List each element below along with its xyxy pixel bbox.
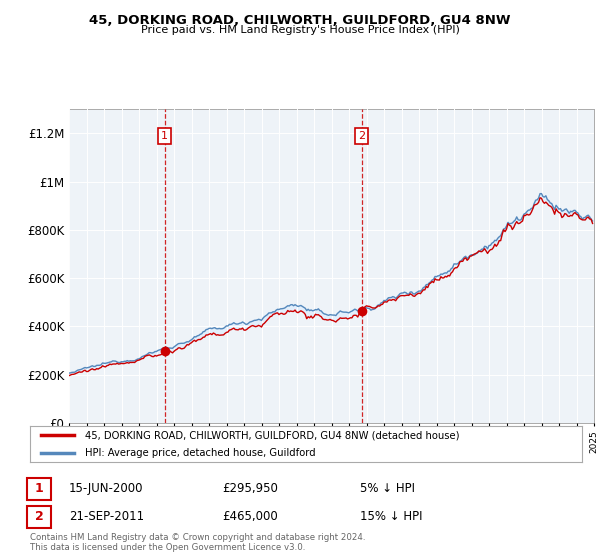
Text: £465,000: £465,000 [222,510,278,523]
Text: 5% ↓ HPI: 5% ↓ HPI [360,482,415,495]
Text: 45, DORKING ROAD, CHILWORTH, GUILDFORD, GU4 8NW: 45, DORKING ROAD, CHILWORTH, GUILDFORD, … [89,14,511,27]
Text: 1: 1 [35,482,43,495]
Text: HPI: Average price, detached house, Guildford: HPI: Average price, detached house, Guil… [85,448,316,458]
Text: 2: 2 [35,510,43,523]
Text: Contains HM Land Registry data © Crown copyright and database right 2024.: Contains HM Land Registry data © Crown c… [30,533,365,542]
Text: 1: 1 [161,131,168,141]
Text: 2: 2 [358,131,365,141]
Text: 15% ↓ HPI: 15% ↓ HPI [360,510,422,523]
Text: This data is licensed under the Open Government Licence v3.0.: This data is licensed under the Open Gov… [30,543,305,552]
Text: 21-SEP-2011: 21-SEP-2011 [69,510,144,523]
Text: Price paid vs. HM Land Registry's House Price Index (HPI): Price paid vs. HM Land Registry's House … [140,25,460,35]
Text: 45, DORKING ROAD, CHILWORTH, GUILDFORD, GU4 8NW (detached house): 45, DORKING ROAD, CHILWORTH, GUILDFORD, … [85,431,460,440]
Text: £295,950: £295,950 [222,482,278,495]
Text: 15-JUN-2000: 15-JUN-2000 [69,482,143,495]
